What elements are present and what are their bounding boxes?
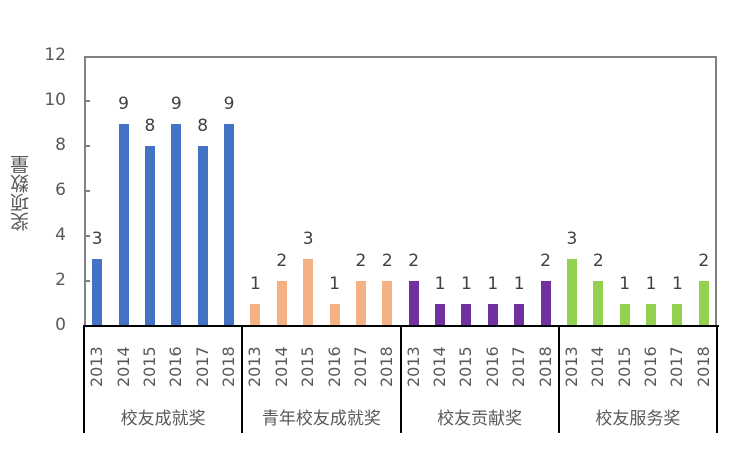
bar [619,303,630,326]
data-label: 3 [91,228,103,249]
x-tick-label: 2014 [113,346,133,388]
bar [593,281,604,326]
data-label: 1 [250,273,261,294]
x-tick-label: 2015 [614,346,634,388]
x-tick-label: 2017 [350,346,370,388]
data-label: 3 [302,228,314,249]
data-label: 2 [592,251,604,271]
x-tick-label: 2015 [456,346,476,388]
data-label: 1 [461,273,472,294]
data-label: 8 [197,116,209,136]
y-tick-mark [84,235,90,237]
bar [197,146,208,326]
y-tick-label: 6 [55,180,66,200]
data-label: 1 [513,273,525,294]
bar [92,258,103,326]
data-label: 2 [381,251,393,271]
group-label: 青年校友成就奖 [261,409,381,429]
x-axis-line [84,325,719,327]
x-tick-label: 2017 [667,346,687,388]
bar [461,303,472,326]
x-tick-label: 2016 [324,346,344,388]
y-tick-label: 0 [55,315,66,335]
bar [566,258,577,326]
x-tick-label: 2018 [535,346,555,388]
group-label: 校友贡献奖 [437,409,523,429]
data-label: 1 [434,273,446,294]
x-tick-label: 2015 [298,346,318,388]
bar [487,303,498,326]
y-tick-label: 2 [55,270,66,290]
x-tick-label: 2015 [139,346,159,388]
group-label: 校友成就奖 [120,409,206,429]
x-tick-label: 2014 [271,346,291,388]
bar [224,123,235,326]
group-divider [557,325,560,433]
group-divider [241,325,244,433]
data-label: 1 [329,273,340,294]
bar [672,303,683,326]
bar [355,281,366,326]
bar [250,303,261,326]
bar [698,281,709,326]
data-label: 2 [540,251,551,271]
x-tick-label: 2016 [641,346,661,388]
data-label: 8 [144,116,156,136]
x-tick-label: 2013 [87,346,107,388]
bar [408,281,419,326]
group-divider [716,325,718,433]
bar [144,146,155,326]
data-label: 1 [645,273,657,294]
bar [276,281,287,326]
bar [329,303,340,326]
y-tick-mark [84,145,90,147]
data-label: 1 [619,273,631,294]
x-tick-label: 2013 [245,346,265,388]
y-tick-label: 4 [55,225,66,245]
group-divider [399,325,402,433]
y-tick-mark [84,100,90,102]
bar [514,303,525,326]
x-tick-label: 2013 [561,346,581,388]
data-label: 2 [355,251,367,271]
bar [435,303,446,326]
x-tick-label: 2018 [377,346,397,388]
data-label: 1 [672,273,683,294]
x-tick-label: 2016 [166,346,186,388]
data-label: 1 [487,273,499,294]
data-label: 2 [408,251,420,271]
bar [540,281,551,326]
x-tick-label: 2016 [482,346,502,388]
group-label: 校友服务奖 [595,409,681,429]
x-tick-label: 2013 [403,346,423,388]
y-tick-mark [84,280,90,282]
data-label: 2 [698,251,710,271]
bar [171,123,182,326]
plot-area [84,56,717,326]
y-tick-label: 8 [55,135,66,155]
data-label: 9 [118,93,129,114]
x-tick-label: 2018 [693,346,713,388]
y-tick-label: 10 [44,90,66,110]
bar [118,123,129,326]
x-tick-label: 2014 [430,346,450,388]
group-divider [83,325,85,433]
bar [303,258,314,326]
x-tick-label: 2014 [588,346,608,388]
bar [382,281,393,326]
bar [646,303,657,326]
x-tick-label: 2017 [192,346,212,388]
x-tick-label: 2017 [509,346,529,388]
data-label: 2 [276,251,288,271]
data-label: 3 [566,228,578,249]
data-label: 9 [170,93,182,114]
y-tick-mark [84,190,90,192]
data-label: 9 [223,93,235,114]
x-tick-label: 2018 [219,346,239,388]
y-tick-label: 12 [44,45,66,65]
